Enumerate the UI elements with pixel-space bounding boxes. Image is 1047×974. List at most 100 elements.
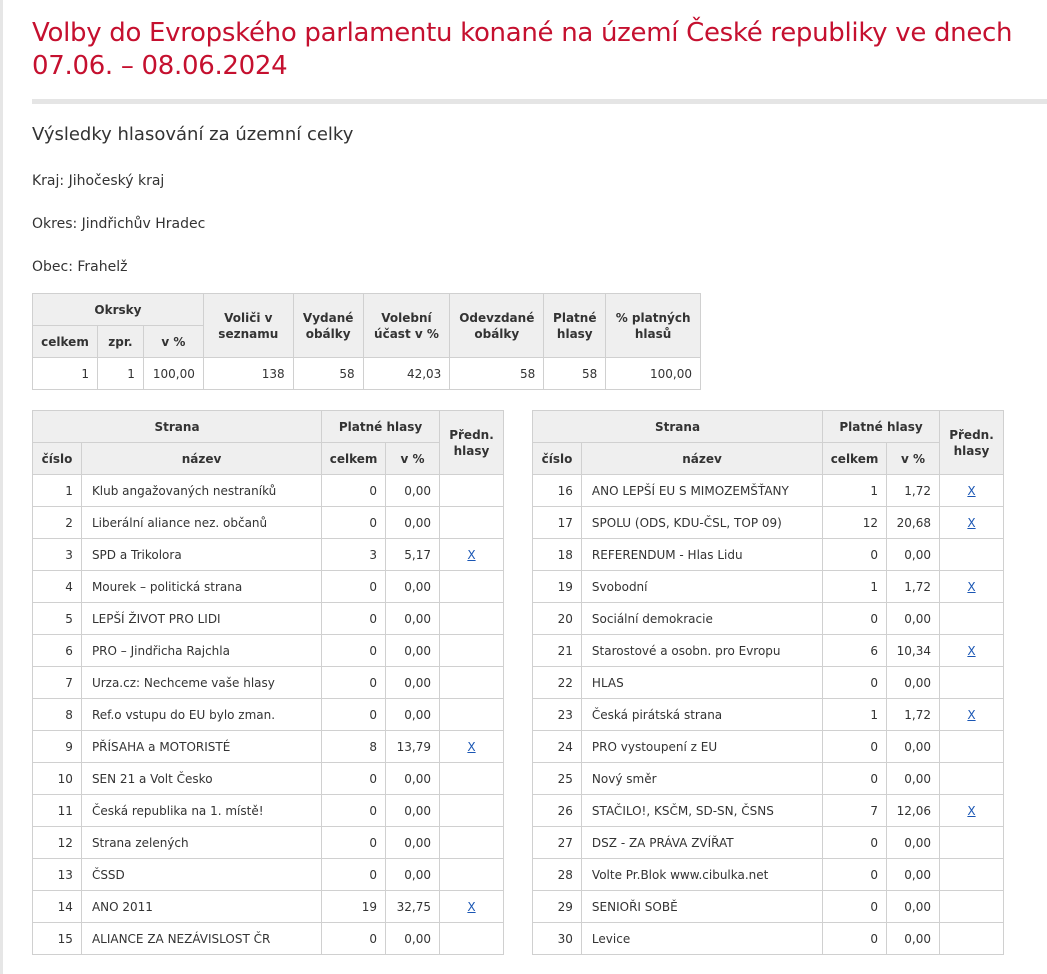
party-percent: 32,75 [385, 890, 440, 923]
okrsky-v-pct: 100,00 [142, 357, 204, 390]
preferential-votes [438, 474, 505, 507]
party-percent: 0,00 [385, 826, 440, 859]
party-row: 19 Svobodní 1 1,72 X [532, 570, 1005, 603]
party-percent: 0,00 [385, 762, 440, 795]
header-platne: Platné hlasy [543, 293, 607, 358]
party-row: 7 Urza.cz: Nechceme vaše hlasy 0 0,00 [32, 666, 505, 699]
party-percent: 0,00 [886, 602, 940, 635]
preferential-votes [438, 794, 505, 827]
party-name: ANO LEPŠÍ EU S MIMOZEMŠŤANY [580, 474, 824, 507]
party-row: 22 HLAS 0 0,00 [532, 666, 1005, 699]
preferential-votes [438, 858, 505, 891]
page-title: Volby do Evropského parlamentu konané na… [32, 18, 1013, 81]
preferential-votes: X [938, 506, 1005, 539]
preferential-votes: X [938, 634, 1005, 667]
preferential-votes [938, 730, 1005, 763]
preferential-votes-link[interactable]: X [967, 803, 976, 818]
party-number: 14 [32, 890, 82, 923]
header-platne-hlasy: Platné hlasy [321, 410, 440, 443]
party-row: 12 Strana zelených 0 0,00 [32, 826, 505, 859]
preferential-votes-link[interactable]: X [967, 579, 976, 594]
party-row: 6 PRO – Jindřicha Rajchla 0 0,00 [32, 634, 505, 667]
preferential-votes-link[interactable]: X [467, 547, 476, 562]
header-okrsky: Okrsky [32, 293, 204, 326]
preferential-votes [938, 538, 1005, 571]
party-number: 21 [532, 634, 582, 667]
header-ucast: Volební účast v % [362, 293, 451, 358]
party-name: Mourek – politická strana [80, 570, 323, 603]
party-percent: 0,00 [385, 506, 440, 539]
parties-table-right: Strana Platné hlasy Předn. hlasy číslo náze… [531, 410, 1005, 955]
obec-label: Obec: Frahelž [32, 259, 128, 275]
odevzdane: 58 [449, 357, 545, 390]
party-number: 17 [532, 506, 582, 539]
preferential-votes: X [938, 794, 1005, 827]
party-number: 8 [32, 698, 82, 731]
party-row: 15 ALIANCE ZA NEZÁVISLOST ČR 0 0,00 [32, 922, 505, 955]
party-percent: 13,79 [385, 730, 440, 763]
party-name: HLAS [580, 666, 824, 699]
header-nazev: název [580, 442, 824, 475]
header-strana: Strana [31, 410, 323, 443]
ucast: 42,03 [362, 357, 451, 390]
party-number: 1 [32, 474, 82, 507]
okrsky-celkem: 1 [32, 357, 98, 390]
header-cislo: číslo [532, 442, 582, 475]
party-number: 4 [32, 570, 82, 603]
party-percent: 0,00 [385, 474, 440, 507]
preferential-votes [938, 762, 1005, 795]
header-zpr: zpr. [96, 325, 144, 358]
party-name: SPD a Trikolora [80, 538, 323, 571]
party-name: LEPŠÍ ŽIVOT PRO LIDI [80, 602, 323, 635]
preferential-votes [438, 762, 505, 795]
party-row: 29 SENIOŘI SOBĚ 0 0,00 [532, 890, 1005, 923]
header-celkem: celkem [822, 442, 887, 475]
header-predn: Předn. hlasy [938, 410, 1005, 475]
party-name: Ref.o vstupu do EU bylo zman. [80, 698, 323, 731]
preferential-votes [438, 698, 505, 731]
header-v-pct: v % [385, 442, 440, 475]
party-number: 12 [32, 826, 82, 859]
party-votes: 0 [321, 794, 387, 827]
party-number: 11 [32, 794, 82, 827]
party-number: 10 [32, 762, 82, 795]
preferential-votes: X [938, 698, 1005, 731]
preferential-votes-link[interactable]: X [967, 515, 976, 530]
preferential-votes-link[interactable]: X [467, 739, 476, 754]
preferential-votes [438, 922, 505, 955]
party-votes: 1 [822, 570, 887, 603]
party-votes: 0 [321, 602, 387, 635]
party-votes: 0 [822, 602, 887, 635]
okrsky-zpr: 1 [96, 357, 144, 390]
party-name: Liberální aliance nez. občanů [80, 506, 323, 539]
party-name: SPOLU (ODS, KDU-ČSL, TOP 09) [580, 506, 824, 539]
preferential-votes-link[interactable]: X [967, 483, 976, 498]
party-votes: 0 [822, 922, 887, 955]
header-v-pct: v % [886, 442, 940, 475]
party-votes: 0 [822, 666, 887, 699]
party-name: ANO 2011 [80, 890, 323, 923]
party-percent: 0,00 [385, 634, 440, 667]
volici: 138 [202, 357, 294, 390]
header-nazev: název [80, 442, 323, 475]
header-vydane: Vydané obálky [292, 293, 364, 358]
party-percent: 1,72 [886, 474, 940, 507]
preferential-votes [938, 922, 1005, 955]
header-platne-hlasy: Platné hlasy [822, 410, 940, 443]
party-votes: 12 [822, 506, 887, 539]
party-votes: 8 [321, 730, 387, 763]
party-row: 16 ANO LEPŠÍ EU S MIMOZEMŠŤANY 1 1,72 X [532, 474, 1005, 507]
preferential-votes-link[interactable]: X [467, 899, 476, 914]
preferential-votes: X [438, 890, 505, 923]
pct-platnych: 100,00 [605, 357, 701, 390]
preferential-votes-link[interactable]: X [967, 707, 976, 722]
header-volici: Voliči v seznamu [202, 293, 294, 358]
party-name: ALIANCE ZA NEZÁVISLOST ČR [80, 922, 323, 955]
party-number: 22 [532, 666, 582, 699]
preferential-votes-link[interactable]: X [967, 643, 976, 658]
party-votes: 0 [822, 890, 887, 923]
party-percent: 0,00 [886, 666, 940, 699]
party-name: DSZ - ZA PRÁVA ZVÍŘAT [580, 826, 824, 859]
party-row: 14 ANO 2011 19 32,75 X [32, 890, 505, 923]
party-name: REFERENDUM - Hlas Lidu [580, 538, 824, 571]
